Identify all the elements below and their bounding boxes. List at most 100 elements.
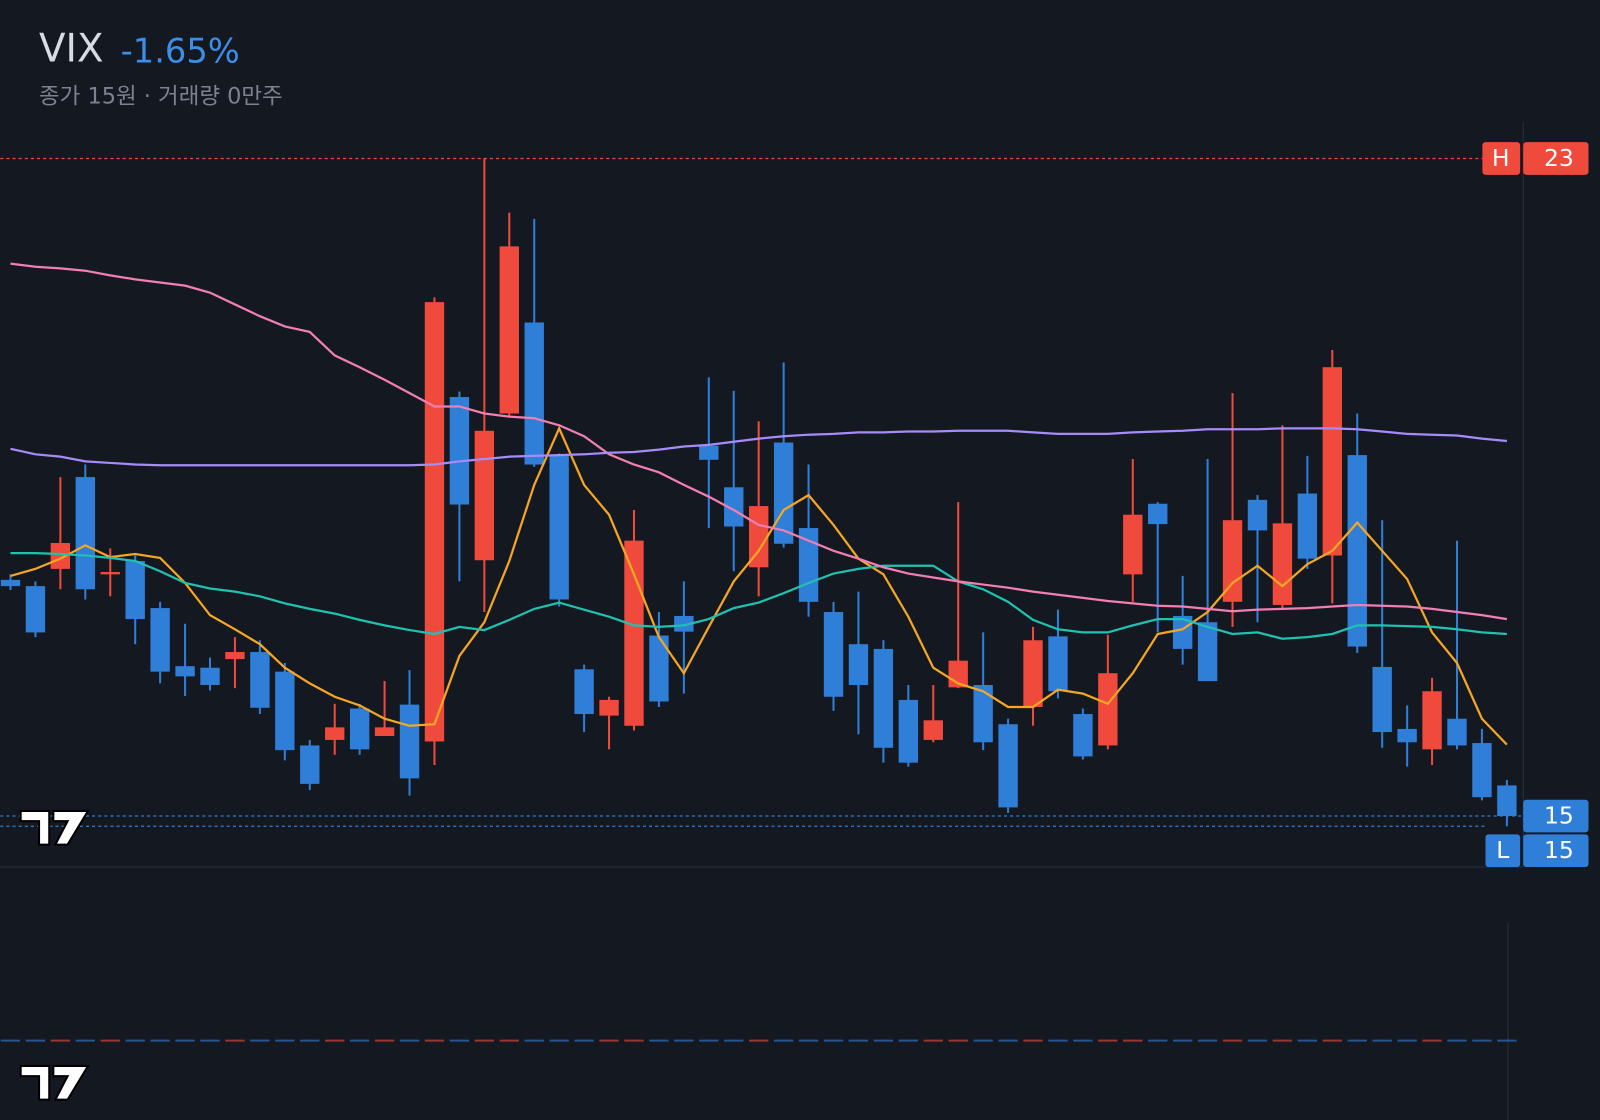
candle-body <box>1123 514 1143 575</box>
candle-body <box>300 745 320 784</box>
last-value: 15 <box>1544 802 1574 830</box>
candle-body <box>998 724 1018 808</box>
volume-bar <box>1422 1039 1442 1042</box>
volume-bar <box>898 1039 919 1042</box>
volume-bar <box>1073 1039 1093 1042</box>
volume-bar <box>624 1039 644 1042</box>
low-value: 15 <box>1544 836 1574 864</box>
volume-bar <box>0 1039 21 1042</box>
volume-bar <box>524 1039 544 1042</box>
candle-body <box>898 699 919 763</box>
candle-body <box>873 648 894 748</box>
candle-body <box>1447 718 1467 746</box>
candle-body <box>599 699 619 716</box>
volume-bar <box>1472 1039 1492 1042</box>
candle-body <box>1372 666 1392 733</box>
ma-line <box>10 427 1507 467</box>
symbol: VIX <box>39 27 103 72</box>
volume-bar <box>200 1039 220 1042</box>
candle-body <box>699 445 719 460</box>
candle-body <box>1347 455 1367 647</box>
candle-body <box>848 644 869 685</box>
candle-body <box>649 635 669 702</box>
candle-body <box>200 667 220 685</box>
low-tag-box <box>1485 834 1521 868</box>
candle-body <box>923 720 943 740</box>
volume-bar <box>873 1039 894 1042</box>
volume-bar <box>748 1039 769 1042</box>
volume-bar <box>1172 1039 1193 1042</box>
high-tag: H <box>1492 144 1510 172</box>
candle-body <box>499 246 519 414</box>
candle-body <box>823 612 844 697</box>
candle-body <box>1422 691 1442 750</box>
volume-bar <box>674 1039 694 1042</box>
volume-bar <box>724 1039 744 1042</box>
candle-body <box>1172 615 1193 649</box>
candle-body <box>1048 636 1068 692</box>
volume-bar <box>798 1039 819 1042</box>
volume-bar <box>599 1039 619 1042</box>
volume-bar <box>649 1039 669 1042</box>
candle-body <box>1222 520 1243 602</box>
info: 종가 15원 · 거래량 0만주 <box>39 83 283 109</box>
candle-body <box>624 540 644 726</box>
candle-body <box>1197 622 1218 682</box>
candle-body <box>574 669 594 715</box>
candle-body <box>150 608 170 672</box>
volume-bar <box>1197 1039 1218 1042</box>
ma-line <box>10 552 1507 640</box>
candle-body <box>1148 503 1168 525</box>
candle-body <box>175 666 195 677</box>
volume-bar <box>1048 1039 1068 1042</box>
volume-bar <box>1148 1039 1168 1042</box>
candle-body <box>374 727 395 736</box>
low-value-box <box>1523 834 1589 868</box>
candle-body <box>250 652 270 708</box>
volume-bar <box>823 1039 844 1042</box>
volume-bar <box>449 1039 470 1042</box>
volume-bar <box>374 1039 395 1042</box>
candle-body <box>424 302 445 742</box>
candle-body <box>50 542 71 569</box>
candle-body <box>798 528 819 602</box>
volume-bar <box>175 1039 195 1042</box>
candle-body <box>0 579 21 587</box>
ma-line <box>10 425 1508 746</box>
volume-bar <box>1397 1039 1417 1042</box>
volume-bar <box>325 1039 345 1042</box>
candle-body <box>549 455 569 600</box>
candle-body <box>349 708 370 750</box>
candle-body <box>1397 728 1417 743</box>
volume-bar <box>499 1039 519 1042</box>
volume-bar <box>25 1039 46 1042</box>
volume-bar <box>1222 1039 1243 1042</box>
change: -1.65% <box>121 32 240 71</box>
candle-body <box>75 477 96 590</box>
candle-body <box>399 704 420 779</box>
volume-bar <box>150 1039 170 1042</box>
volume-bar <box>399 1039 420 1042</box>
low-tag: L <box>1496 836 1509 864</box>
volume-bar <box>1372 1039 1392 1042</box>
volume-bar <box>1272 1039 1293 1042</box>
candle-body <box>125 561 145 620</box>
volume-bar <box>75 1039 96 1042</box>
volume-bar <box>973 1039 993 1042</box>
candle-body <box>275 671 295 751</box>
ma-line <box>10 262 1508 621</box>
candle-body <box>1297 493 1318 559</box>
high-value-box <box>1523 142 1589 175</box>
volume-bar <box>948 1039 968 1042</box>
volume-bar <box>574 1039 594 1042</box>
volume-bar <box>275 1039 295 1042</box>
volume-bar <box>773 1039 794 1042</box>
volume-bar <box>100 1039 120 1042</box>
high-tag-box <box>1482 142 1521 175</box>
volume-bar <box>1447 1039 1467 1042</box>
volume-bar <box>1123 1039 1143 1042</box>
candle-body <box>1098 673 1118 746</box>
candle-body <box>225 652 245 660</box>
volume-bar <box>125 1039 145 1042</box>
